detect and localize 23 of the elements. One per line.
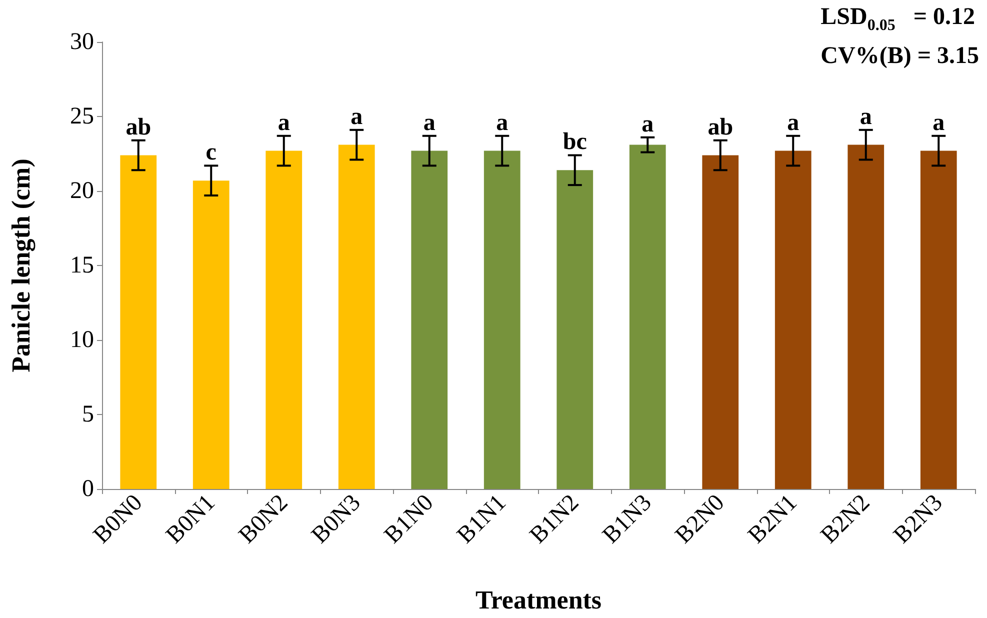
data-label: a [350, 104, 363, 130]
annotation: CV%(B) = 3.15 [820, 42, 979, 69]
data-label: a [278, 110, 290, 136]
y-tick-label: 30 [70, 29, 94, 55]
y-axis-title: Panicle length (cm) [6, 158, 36, 372]
data-label: a [642, 111, 654, 138]
y-tick-label: 10 [70, 327, 94, 353]
data-label: ab [708, 114, 734, 140]
data-label: a [932, 110, 945, 136]
data-label: c [206, 140, 217, 166]
x-axis-title: Treatments [475, 586, 602, 614]
y-tick-label: 15 [70, 252, 94, 278]
y-tick-label: 20 [70, 178, 94, 204]
data-label: a [860, 104, 872, 130]
y-tick-label: 5 [82, 402, 94, 428]
text: LSD$_{0.05}$ = 0.12 [820, 4, 976, 34]
data-label: bc [562, 129, 588, 156]
y-tick-label: 25 [70, 104, 94, 130]
data-label: a [787, 110, 800, 136]
data-label: ab [126, 114, 152, 140]
data-label: a [423, 110, 436, 136]
data-label: a [496, 110, 508, 136]
y-tick-label: 0 [82, 476, 94, 502]
